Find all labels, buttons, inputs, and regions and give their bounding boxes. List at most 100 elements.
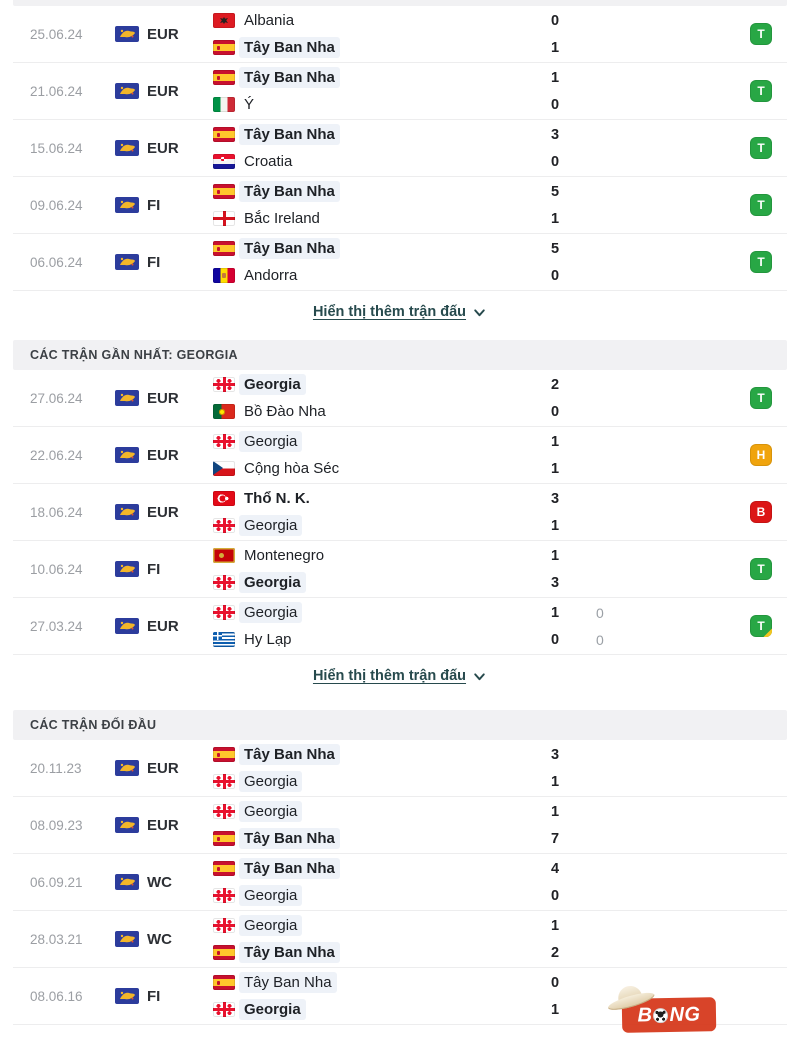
home-team: Tây Ban Nha bbox=[213, 180, 528, 204]
match-row[interactable]: 08.09.23 EUR Georgia Tây Ban Nha bbox=[13, 797, 787, 854]
bong-text-ng: NG bbox=[669, 1002, 701, 1026]
competition-flag-icon bbox=[115, 817, 139, 833]
away-team-name: Georgia bbox=[239, 771, 303, 792]
away-team: Ý bbox=[213, 93, 528, 117]
competition-code: EUR bbox=[147, 139, 179, 157]
competition-code: FI bbox=[147, 253, 161, 271]
away-team: Georgia bbox=[213, 884, 528, 908]
competition: FI bbox=[102, 561, 200, 578]
show-more-link[interactable]: Hiển thị thêm trận đấu bbox=[312, 667, 467, 684]
match-row[interactable]: 18.06.24 EUR Thổ N. K. Georgia bbox=[13, 484, 787, 541]
secondary-score-column bbox=[568, 373, 636, 424]
teams: Tây Ban Nha Bắc Ireland bbox=[200, 180, 528, 231]
away-score: 3 bbox=[550, 574, 560, 591]
away-score: 0 bbox=[550, 96, 560, 113]
competition-code: EUR bbox=[147, 816, 179, 834]
score-column: 3 0 bbox=[528, 123, 568, 174]
competition: EUR bbox=[102, 140, 200, 157]
secondary-score-column bbox=[568, 9, 636, 60]
away-team-flag-icon bbox=[213, 97, 235, 112]
secondary-score-column bbox=[568, 487, 636, 538]
home-team-name: Tây Ban Nha bbox=[239, 858, 340, 879]
match-row[interactable]: 27.06.24 EUR Georgia Bồ Đào Nha bbox=[13, 370, 787, 427]
match-date: 27.03.24 bbox=[30, 618, 83, 634]
score-column: 5 0 bbox=[528, 237, 568, 288]
match-row[interactable]: 25.06.24 EUR Albania Tây Ban Nha bbox=[13, 6, 787, 63]
competition-code: WC bbox=[147, 873, 172, 891]
teams: Tây Ban Nha Georgia bbox=[200, 743, 528, 794]
competition: FI bbox=[102, 197, 200, 214]
home-secondary-score bbox=[596, 743, 636, 767]
home-team-name: Montenegro bbox=[244, 547, 325, 564]
away-secondary-score bbox=[596, 400, 636, 424]
home-team: Georgia bbox=[213, 373, 528, 397]
home-team-name: Tây Ban Nha bbox=[239, 67, 340, 88]
away-team-name: Bắc Ireland bbox=[244, 210, 320, 227]
teams: Georgia Tây Ban Nha bbox=[200, 800, 528, 851]
home-team-flag-icon bbox=[213, 70, 235, 85]
away-team-name: Hy Lạp bbox=[244, 631, 292, 648]
home-score: 5 bbox=[550, 240, 560, 257]
teams: Tây Ban Nha Andorra bbox=[200, 237, 528, 288]
match-row[interactable]: 06.09.21 WC Tây Ban Nha Georgia bbox=[13, 854, 787, 911]
home-secondary-score bbox=[596, 237, 636, 261]
score-column: 1 2 bbox=[528, 914, 568, 965]
away-team-name: Croatia bbox=[244, 153, 293, 170]
away-team-flag-icon bbox=[213, 518, 235, 533]
competition-flag-icon bbox=[115, 390, 139, 406]
secondary-score-column bbox=[568, 237, 636, 288]
score-column: 1 0 bbox=[528, 66, 568, 117]
match-date: 20.11.23 bbox=[30, 760, 82, 776]
competition-flag-icon bbox=[115, 618, 139, 634]
match-row[interactable]: 27.03.24 EUR Georgia Hy Lạp bbox=[13, 598, 787, 655]
away-team-name: Georgia bbox=[239, 515, 303, 536]
spain-recent-matches: 25.06.24 EUR Albania Tây Ban Nha bbox=[13, 6, 787, 291]
away-team: Georgia bbox=[213, 770, 528, 794]
home-team: Georgia bbox=[213, 914, 528, 938]
away-team-flag-icon bbox=[213, 575, 235, 590]
match-row[interactable]: 28.03.21 WC Georgia Tây Ban Nha bbox=[13, 911, 787, 968]
away-team: Andorra bbox=[213, 264, 528, 288]
away-team: Cộng hòa Séc bbox=[213, 457, 528, 481]
match-date: 08.09.23 bbox=[30, 817, 83, 833]
score-column: 1 3 bbox=[528, 544, 568, 595]
match-row[interactable]: 15.06.24 EUR Tây Ban Nha Croatia bbox=[13, 120, 787, 177]
match-row[interactable]: 09.06.24 FI Tây Ban Nha Bắc Ireland bbox=[13, 177, 787, 234]
show-more-link[interactable]: Hiển thị thêm trận đấu bbox=[312, 303, 467, 320]
match-row[interactable]: 08.06.16 FI Tây Ban Nha Georgia bbox=[13, 968, 787, 1025]
result-badge: T bbox=[750, 558, 772, 580]
home-team-name: Tây Ban Nha bbox=[239, 181, 340, 202]
home-team-flag-icon bbox=[213, 804, 235, 819]
away-team: Georgia bbox=[213, 998, 528, 1022]
away-team-flag-icon bbox=[213, 268, 235, 283]
match-row[interactable]: 10.06.24 FI Montenegro Georgia bbox=[13, 541, 787, 598]
match-row[interactable]: 06.06.24 FI Tây Ban Nha Andorra bbox=[13, 234, 787, 291]
chevron-down-icon[interactable] bbox=[472, 669, 487, 684]
match-row[interactable]: 20.11.23 EUR Tây Ban Nha Georgia bbox=[13, 740, 787, 797]
home-team-name: Georgia bbox=[239, 374, 306, 395]
chevron-down-icon[interactable] bbox=[472, 305, 487, 320]
competition: EUR bbox=[102, 618, 200, 635]
teams: Georgia Cộng hòa Séc bbox=[200, 430, 528, 481]
away-score: 1 bbox=[550, 460, 560, 477]
competition-code: FI bbox=[147, 987, 161, 1005]
result-badge: T bbox=[750, 137, 772, 159]
home-secondary-score bbox=[596, 9, 636, 33]
home-team-flag-icon bbox=[213, 434, 235, 449]
home-team: Georgia bbox=[213, 430, 528, 454]
home-secondary-score bbox=[596, 914, 636, 938]
score-column: 0 1 bbox=[528, 9, 568, 60]
away-team: Tây Ban Nha bbox=[213, 36, 528, 60]
away-team-name: Andorra bbox=[244, 267, 298, 284]
match-row[interactable]: 21.06.24 EUR Tây Ban Nha Ý bbox=[13, 63, 787, 120]
home-secondary-score bbox=[596, 544, 636, 568]
away-secondary-score bbox=[596, 150, 636, 174]
away-team-name: Ý bbox=[244, 96, 255, 113]
match-row[interactable]: 22.06.24 EUR Georgia Cộng hòa Séc bbox=[13, 427, 787, 484]
home-team: Tây Ban Nha bbox=[213, 857, 528, 881]
home-team-flag-icon bbox=[213, 605, 235, 620]
home-score: 0 bbox=[550, 12, 560, 29]
competition-code: FI bbox=[147, 560, 161, 578]
home-team: Tây Ban Nha bbox=[213, 971, 528, 995]
home-team-name: Tây Ban Nha bbox=[239, 972, 337, 993]
